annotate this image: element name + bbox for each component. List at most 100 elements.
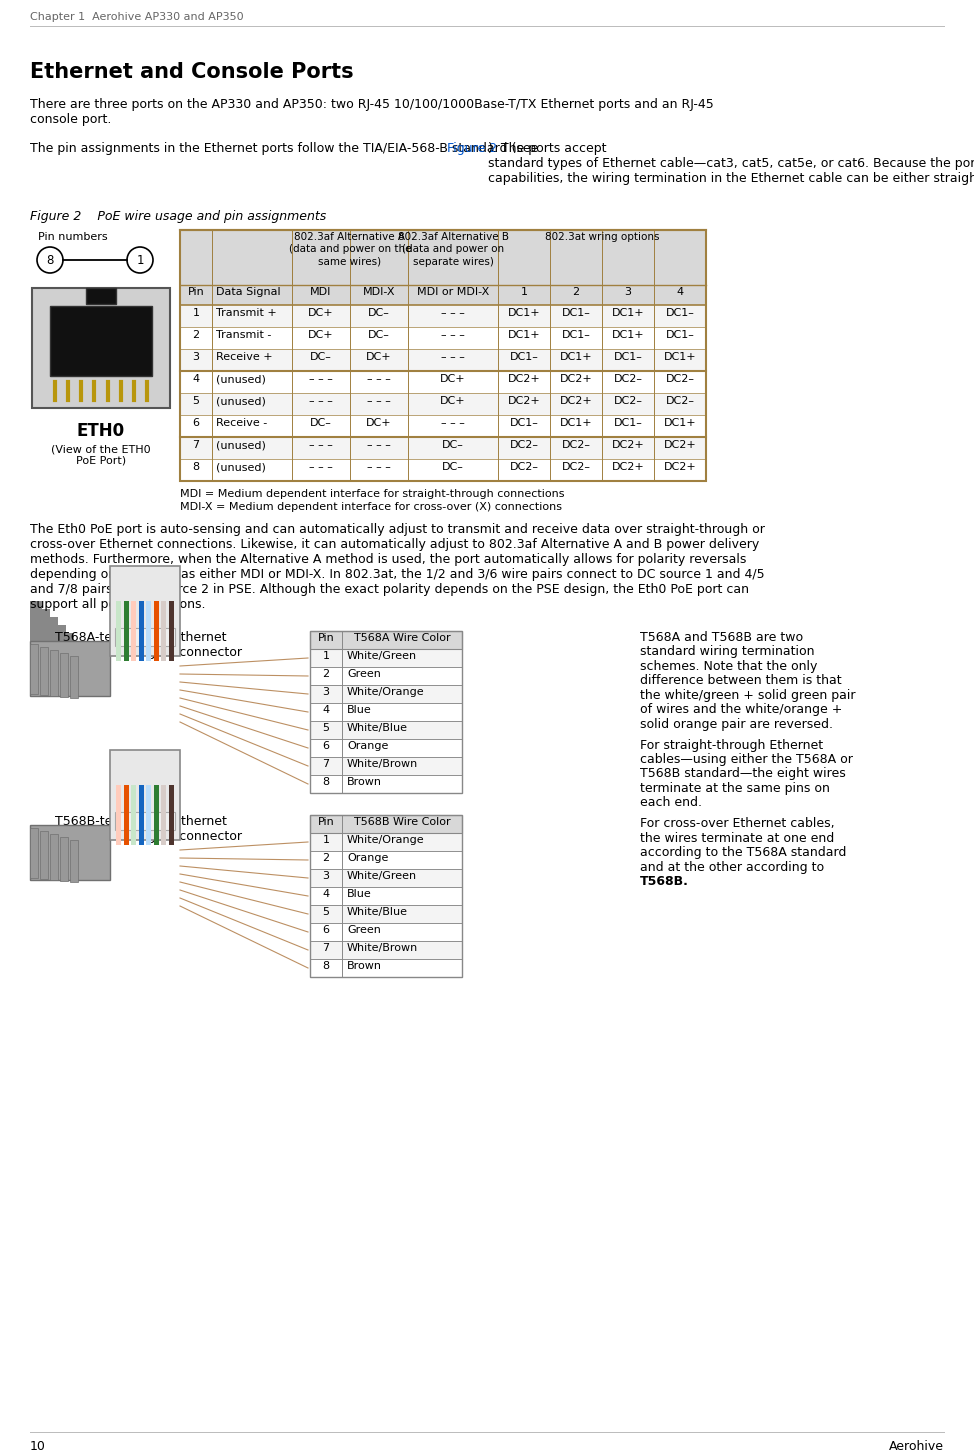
Text: White/Green: White/Green — [347, 871, 417, 881]
Text: 5: 5 — [322, 907, 329, 917]
Bar — [54, 625, 66, 650]
Text: 1: 1 — [520, 286, 528, 297]
Text: DC1+: DC1+ — [663, 417, 696, 427]
Bar — [40, 832, 48, 880]
Text: Figure 2    PoE wire usage and pin assignments: Figure 2 PoE wire usage and pin assignme… — [30, 209, 326, 222]
Text: 1: 1 — [136, 253, 144, 266]
Bar — [131, 601, 136, 662]
Text: DC–: DC– — [310, 417, 332, 427]
Text: DC1–: DC1– — [614, 417, 643, 427]
Text: 3: 3 — [624, 286, 631, 297]
Text: support all possible options.: support all possible options. — [30, 598, 206, 611]
Text: – – –: – – – — [367, 374, 391, 384]
Bar — [146, 601, 151, 662]
Text: DC+: DC+ — [308, 308, 334, 318]
Bar — [62, 632, 74, 653]
Bar — [124, 601, 129, 662]
Bar — [154, 785, 159, 845]
Text: DC–: DC– — [368, 308, 390, 318]
Bar — [310, 685, 462, 702]
Text: Orange: Orange — [347, 853, 389, 864]
Text: 6: 6 — [322, 925, 329, 935]
Text: Receive +: Receive + — [216, 352, 273, 362]
Text: T568B-terminated Ethernet
cable with an RJ-45 connector: T568B-terminated Ethernet cable with an … — [55, 816, 242, 843]
Text: the wires terminate at one end: the wires terminate at one end — [640, 832, 835, 845]
Bar — [310, 851, 462, 869]
Text: DC2+: DC2+ — [507, 374, 541, 384]
Text: Figure 2: Figure 2 — [447, 142, 498, 156]
Text: 1: 1 — [193, 308, 200, 318]
Text: DC2–: DC2– — [665, 395, 694, 406]
Text: DC–: DC– — [442, 462, 464, 473]
Bar — [310, 631, 462, 648]
Text: 802.3at wring options: 802.3at wring options — [544, 233, 659, 241]
Text: 2: 2 — [193, 330, 200, 340]
Bar — [310, 833, 462, 851]
Text: DC1+: DC1+ — [560, 417, 592, 427]
Text: DC1–: DC1– — [509, 417, 539, 427]
Text: (unused): (unused) — [216, 395, 266, 406]
Text: 4: 4 — [322, 705, 329, 715]
Text: 2: 2 — [322, 669, 329, 679]
Bar — [110, 566, 180, 656]
Bar — [116, 601, 121, 662]
Text: T568A and T568B are two: T568A and T568B are two — [640, 631, 804, 644]
Text: White/Orange: White/Orange — [347, 835, 425, 845]
Bar — [138, 785, 143, 845]
Text: White/Brown: White/Brown — [347, 944, 418, 952]
Text: DC2+: DC2+ — [663, 462, 696, 473]
Bar — [310, 631, 462, 648]
Bar — [310, 816, 462, 977]
Text: 4: 4 — [193, 374, 200, 384]
Text: cross-over Ethernet connections. Likewise, it can automatically adjust to 802.3a: cross-over Ethernet connections. Likewis… — [30, 538, 760, 551]
Text: solid orange pair are reversed.: solid orange pair are reversed. — [640, 718, 833, 731]
Bar — [310, 960, 462, 977]
Bar — [180, 438, 706, 459]
Text: MDI-X: MDI-X — [362, 286, 395, 297]
Text: White/Blue: White/Blue — [347, 723, 408, 733]
Bar — [50, 305, 152, 377]
Bar — [310, 904, 462, 923]
Text: DC2+: DC2+ — [663, 441, 696, 449]
Bar — [154, 601, 159, 662]
Text: Pin: Pin — [188, 286, 205, 297]
Bar — [310, 816, 462, 833]
Bar — [310, 648, 462, 667]
Text: Green: Green — [347, 669, 381, 679]
Text: – – –: – – – — [309, 462, 333, 473]
Text: Data Signal: Data Signal — [216, 286, 281, 297]
Text: Blue: Blue — [347, 705, 372, 715]
Text: DC–: DC– — [368, 330, 390, 340]
Text: – – –: – – – — [309, 395, 333, 406]
Text: The pin assignments in the Ethernet ports follow the TIA/EIA-568-B standard (see: The pin assignments in the Ethernet port… — [30, 142, 543, 156]
Text: DC1–: DC1– — [614, 352, 643, 362]
Text: 802.3af Alternative B
(data and power on
separate wires): 802.3af Alternative B (data and power on… — [397, 233, 508, 266]
Bar — [310, 904, 462, 923]
Bar — [180, 305, 706, 327]
Text: 1: 1 — [322, 835, 329, 845]
Text: and at the other according to: and at the other according to — [640, 861, 824, 874]
Text: T568B.: T568B. — [640, 875, 689, 888]
Text: according to the T568A standard: according to the T568A standard — [640, 846, 846, 859]
Text: White/Orange: White/Orange — [347, 686, 425, 696]
Text: Transmit -: Transmit - — [216, 330, 272, 340]
Bar — [310, 960, 462, 977]
Bar — [38, 609, 50, 644]
Text: DC1–: DC1– — [562, 308, 590, 318]
Text: 3: 3 — [322, 686, 329, 696]
Text: 7: 7 — [322, 759, 329, 769]
Text: Aerohive: Aerohive — [889, 1439, 944, 1453]
Bar — [310, 775, 462, 792]
Bar — [161, 601, 166, 662]
Text: T568A Wire Color: T568A Wire Color — [354, 632, 450, 643]
Bar — [110, 750, 180, 840]
Text: Receive -: Receive - — [216, 417, 267, 427]
Text: The Eth0 PoE port is auto-sensing and can automatically adjust to transmit and r: The Eth0 PoE port is auto-sensing and ca… — [30, 523, 765, 537]
Bar — [70, 656, 78, 698]
Bar — [180, 393, 706, 414]
Bar — [115, 811, 175, 830]
Bar — [46, 616, 58, 647]
Text: – – –: – – – — [441, 417, 465, 427]
Bar — [30, 601, 42, 641]
Text: standard wiring termination: standard wiring termination — [640, 646, 814, 659]
